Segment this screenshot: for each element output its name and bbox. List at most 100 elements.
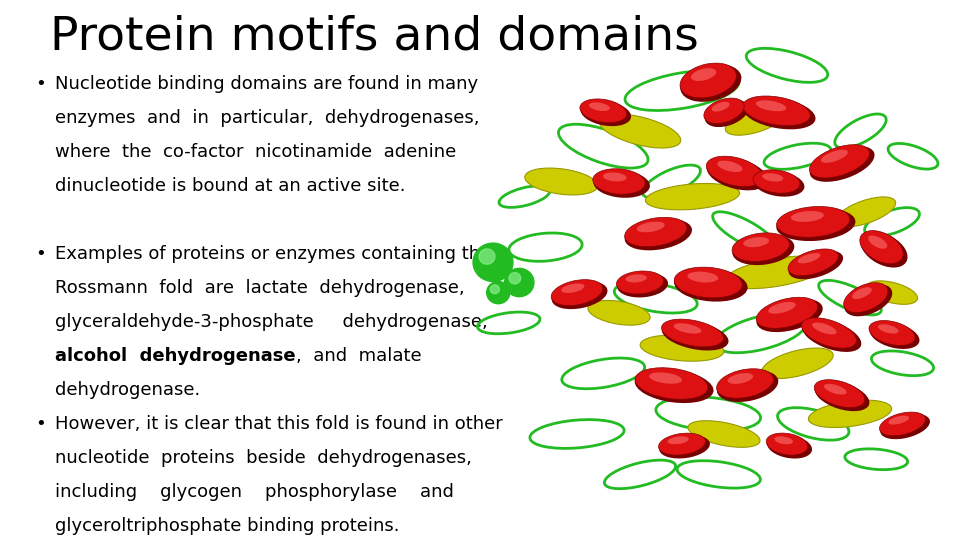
Ellipse shape <box>588 300 650 325</box>
Circle shape <box>491 285 499 294</box>
Text: •: • <box>35 415 46 433</box>
Ellipse shape <box>788 251 843 279</box>
Ellipse shape <box>743 237 769 247</box>
Text: ,  and  malate: , and malate <box>296 347 421 365</box>
Ellipse shape <box>860 231 903 264</box>
Ellipse shape <box>743 97 816 129</box>
Ellipse shape <box>809 145 870 178</box>
Ellipse shape <box>674 268 748 302</box>
Ellipse shape <box>562 284 585 293</box>
Ellipse shape <box>674 323 702 334</box>
Ellipse shape <box>788 249 838 275</box>
Ellipse shape <box>525 168 598 195</box>
Text: where  the  co-factor  nicotinamide  adenine: where the co-factor nicotinamide adenine <box>55 143 456 161</box>
Ellipse shape <box>879 412 925 436</box>
Ellipse shape <box>814 380 865 408</box>
Ellipse shape <box>762 173 783 181</box>
Ellipse shape <box>815 381 870 411</box>
Ellipse shape <box>704 98 744 124</box>
Circle shape <box>509 273 520 284</box>
Ellipse shape <box>867 281 918 305</box>
Text: •: • <box>35 75 46 93</box>
Ellipse shape <box>845 284 892 316</box>
Ellipse shape <box>766 433 807 455</box>
Ellipse shape <box>593 168 645 194</box>
Ellipse shape <box>888 416 909 424</box>
Ellipse shape <box>707 156 762 187</box>
Ellipse shape <box>798 253 821 264</box>
Ellipse shape <box>681 64 741 102</box>
Ellipse shape <box>725 256 828 289</box>
Ellipse shape <box>711 102 730 112</box>
Ellipse shape <box>552 281 608 309</box>
Ellipse shape <box>649 373 682 384</box>
Ellipse shape <box>617 273 668 298</box>
Ellipse shape <box>626 274 647 282</box>
Ellipse shape <box>824 384 847 395</box>
Ellipse shape <box>732 233 789 261</box>
Ellipse shape <box>777 206 850 237</box>
Ellipse shape <box>861 232 907 267</box>
Ellipse shape <box>705 99 749 127</box>
Ellipse shape <box>767 435 812 458</box>
Ellipse shape <box>869 321 915 346</box>
Text: glyceroltriphosphate binding proteins.: glyceroltriphosphate binding proteins. <box>55 517 399 535</box>
Ellipse shape <box>716 369 774 399</box>
Ellipse shape <box>802 318 856 348</box>
Ellipse shape <box>868 235 887 249</box>
Text: glyceraldehyde-3-phosphate     dehydrogenase,: glyceraldehyde-3-phosphate dehydrogenase… <box>55 313 488 331</box>
Ellipse shape <box>581 100 631 126</box>
Ellipse shape <box>636 368 708 399</box>
Ellipse shape <box>589 103 610 111</box>
Text: Rossmann  fold  are  lactate  dehydrogenase,: Rossmann fold are lactate dehydrogenase, <box>55 279 465 297</box>
Ellipse shape <box>768 302 796 314</box>
Ellipse shape <box>743 96 810 126</box>
Ellipse shape <box>661 321 729 350</box>
Ellipse shape <box>777 208 855 241</box>
Ellipse shape <box>640 335 724 361</box>
Ellipse shape <box>580 99 627 123</box>
Ellipse shape <box>625 217 686 247</box>
Ellipse shape <box>717 370 779 402</box>
Ellipse shape <box>821 150 848 163</box>
Ellipse shape <box>775 436 793 444</box>
Ellipse shape <box>635 369 713 403</box>
Ellipse shape <box>791 211 824 222</box>
Ellipse shape <box>756 299 823 332</box>
Ellipse shape <box>870 322 920 349</box>
Ellipse shape <box>691 68 716 81</box>
Ellipse shape <box>753 170 800 193</box>
Ellipse shape <box>802 319 861 352</box>
Text: Nucleotide binding domains are found in many: Nucleotide binding domains are found in … <box>55 75 478 93</box>
Text: However, it is clear that this fold is found in other: However, it is clear that this fold is f… <box>55 415 503 433</box>
Text: alcohol  dehydrogenase: alcohol dehydrogenase <box>55 347 296 365</box>
Ellipse shape <box>687 272 718 282</box>
Ellipse shape <box>877 324 899 334</box>
Ellipse shape <box>680 63 736 98</box>
Ellipse shape <box>728 373 754 384</box>
Ellipse shape <box>754 171 804 197</box>
Ellipse shape <box>812 322 837 334</box>
Ellipse shape <box>852 287 872 299</box>
Circle shape <box>505 268 534 296</box>
Ellipse shape <box>599 114 681 148</box>
Ellipse shape <box>674 267 742 298</box>
Ellipse shape <box>809 146 875 182</box>
Ellipse shape <box>707 158 767 191</box>
Circle shape <box>473 243 513 281</box>
Text: nucleotide  proteins  beside  dehydrogenases,: nucleotide proteins beside dehydrogenase… <box>55 449 472 467</box>
Ellipse shape <box>808 400 892 428</box>
Ellipse shape <box>616 271 663 294</box>
Text: •: • <box>35 245 46 263</box>
Ellipse shape <box>660 435 710 458</box>
Ellipse shape <box>593 170 650 198</box>
Ellipse shape <box>726 106 785 135</box>
Ellipse shape <box>551 280 603 306</box>
Ellipse shape <box>756 297 818 328</box>
Ellipse shape <box>645 184 739 210</box>
Ellipse shape <box>625 219 692 251</box>
Ellipse shape <box>636 221 664 232</box>
Text: dinucleotide is bound at an active site.: dinucleotide is bound at an active site. <box>55 177 405 195</box>
Ellipse shape <box>756 100 786 111</box>
Text: dehydrogenase.: dehydrogenase. <box>55 381 201 399</box>
